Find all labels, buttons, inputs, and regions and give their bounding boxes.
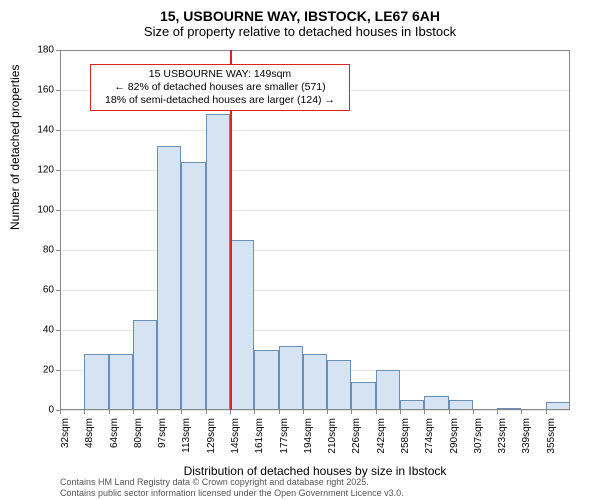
x-tick-label: 32sqm [60,416,71,448]
y-tick-label: 140 [37,125,60,136]
x-tick-label: 113sqm [181,416,192,453]
x-tick-label: 323sqm [497,416,508,454]
histogram-bar [157,146,181,410]
histogram-bar [206,114,230,410]
chart-title: 15, USBOURNE WAY, IBSTOCK, LE67 6AH [0,0,600,24]
histogram-bar [84,354,108,410]
y-tick-label: 60 [43,285,60,296]
histogram-bar [279,346,303,410]
x-tick-label: 97sqm [157,416,168,448]
y-axis-label: Number of detached properties [8,65,22,230]
x-tick-label: 48sqm [84,416,95,448]
histogram-bar [424,396,448,410]
x-tick-label: 145sqm [230,416,241,454]
histogram-bar [327,360,351,410]
y-tick-label: 120 [37,165,60,176]
x-tick-label: 161sqm [254,416,265,454]
y-tick-label: 160 [37,85,60,96]
x-tick-label: 210sqm [327,416,338,454]
annotation-box: 15 USBOURNE WAY: 149sqm← 82% of detached… [90,64,350,111]
histogram-bar [181,162,205,410]
histogram-bar [376,370,400,410]
y-tick-label: 180 [37,45,60,56]
x-tick-label: 290sqm [449,416,460,454]
histogram-bar [133,320,157,410]
x-tick-label: 64sqm [109,416,120,448]
x-tick-label: 129sqm [206,416,217,454]
x-tick-label: 242sqm [376,416,387,454]
y-tick-label: 0 [48,405,60,416]
x-tick-label: 80sqm [133,416,144,448]
x-tick-label: 226sqm [351,416,362,454]
x-tick-label: 258sqm [400,416,411,454]
x-tick-label: 274sqm [424,416,435,454]
y-tick-label: 80 [43,245,60,256]
histogram-bar [109,354,133,410]
y-tick-label: 40 [43,325,60,336]
histogram-bar [303,354,327,410]
y-tick-label: 100 [37,205,60,216]
x-axis-label: Distribution of detached houses by size … [60,464,570,478]
histogram-bar [351,382,375,410]
x-tick-label: 339sqm [521,416,532,454]
footer-line-1: Contains HM Land Registry data © Crown c… [60,477,404,487]
footer-line-2: Contains public sector information licen… [60,488,404,498]
annotation-line: 18% of semi-detached houses are larger (… [97,94,343,107]
chart-subtitle: Size of property relative to detached ho… [0,24,600,43]
histogram-bar [230,240,254,410]
property-size-chart: 15, USBOURNE WAY, IBSTOCK, LE67 6AH Size… [0,0,600,500]
x-tick-label: 307sqm [473,416,484,454]
chart-footer: Contains HM Land Registry data © Crown c… [60,477,404,498]
histogram-bar [254,350,278,410]
x-tick-label: 177sqm [279,416,290,454]
plot-area: 02040608010012014016018032sqm48sqm64sqm8… [60,50,570,410]
annotation-line: 15 USBOURNE WAY: 149sqm [97,68,343,81]
annotation-line: ← 82% of detached houses are smaller (57… [97,81,343,94]
x-tick-label: 194sqm [303,416,314,454]
x-tick-label: 355sqm [546,416,557,454]
y-tick-label: 20 [43,365,60,376]
